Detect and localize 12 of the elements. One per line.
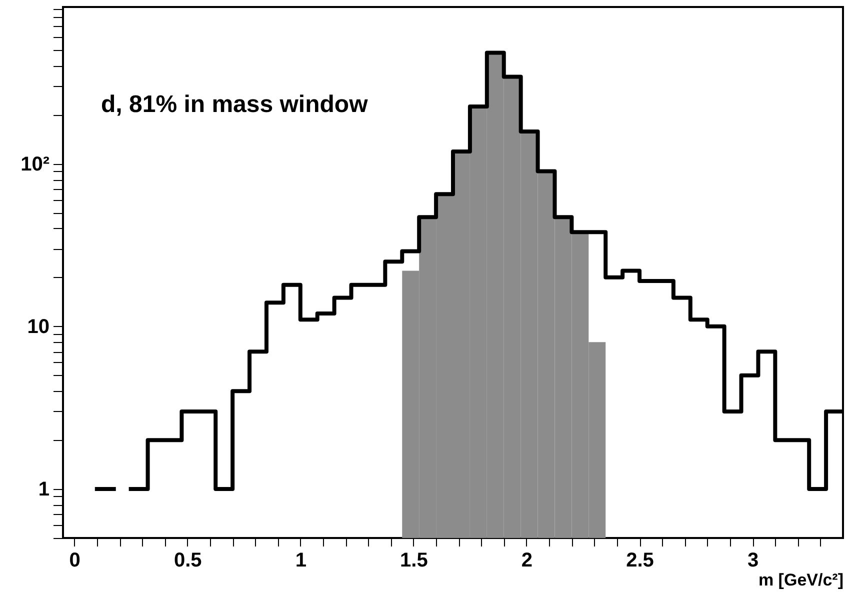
y-tick-label: 10² [20, 153, 50, 176]
y-tick-label: 10 [27, 316, 50, 338]
y-tick-label: 1 [38, 478, 50, 501]
x-tick-label: 2.5 [626, 550, 654, 572]
x-tick-label: 1 [295, 550, 306, 572]
x-tick-label: 2 [521, 550, 533, 572]
x-axis-title: m [GeV/c²] [758, 570, 844, 590]
x-tick-label: 0.5 [174, 550, 202, 572]
x-tick-label: 3 [748, 550, 759, 572]
x-tick-label: 1.5 [400, 550, 428, 572]
x-tick-label: 0 [69, 550, 80, 572]
annotation: d, 81% in mass window [101, 91, 368, 118]
